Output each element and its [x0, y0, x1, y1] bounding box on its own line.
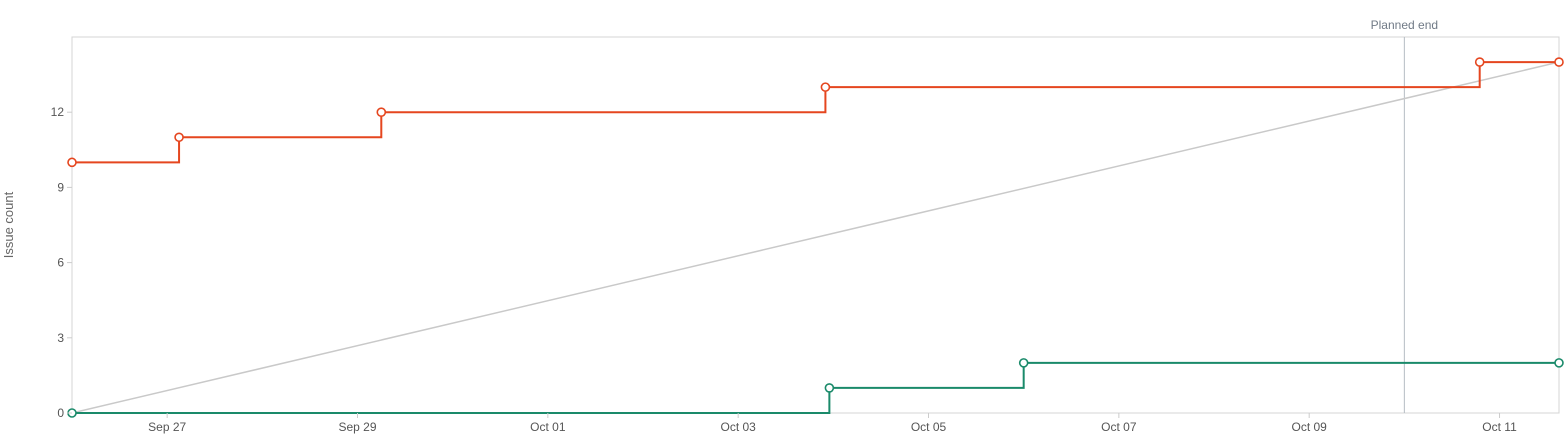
y-tick-label: 3 [57, 331, 64, 345]
planned-end-label: Planned end [1371, 18, 1438, 32]
y-axis-title: Issue count [1, 191, 16, 258]
x-tick-label: Sep 27 [148, 420, 186, 434]
series-0-point[interactable] [820, 82, 831, 92]
y-axis: 0 3 6 9 12 [51, 105, 72, 420]
series-1-point[interactable] [824, 383, 835, 393]
x-tick-label: Oct 11 [1482, 420, 1517, 434]
x-tick-label: Oct 05 [911, 420, 947, 434]
guideline [71, 61, 1560, 414]
y-tick-label: 9 [57, 180, 64, 194]
series-line-1 [72, 361, 1559, 414]
planned-end-marker: Planned end [1371, 18, 1438, 413]
y-tick-label: 6 [57, 256, 64, 270]
series-0-point[interactable] [1554, 57, 1564, 67]
series-0-point[interactable] [174, 132, 184, 143]
x-axis: Sep 27 Sep 29 Oct 01 Oct 03 Oct 05 Oct 07 Oct … [148, 413, 1517, 434]
series-0-point[interactable] [1474, 57, 1485, 67]
x-tick-label: Oct 03 [720, 420, 756, 434]
series-0-point[interactable] [67, 157, 77, 168]
y-tick-label: 12 [51, 105, 65, 119]
series-1-point[interactable] [1018, 358, 1029, 368]
series-line-0 [72, 61, 1559, 164]
plot-frame [71, 36, 1560, 414]
y-tick-label: 0 [57, 406, 64, 420]
series-0-point[interactable] [376, 107, 387, 117]
x-tick-label: Oct 07 [1101, 420, 1137, 434]
x-tick-label: Oct 09 [1292, 420, 1328, 434]
x-tick-label: Sep 29 [338, 420, 376, 434]
x-tick-label: Oct 01 [530, 420, 566, 434]
series-1-point[interactable] [1554, 358, 1564, 368]
